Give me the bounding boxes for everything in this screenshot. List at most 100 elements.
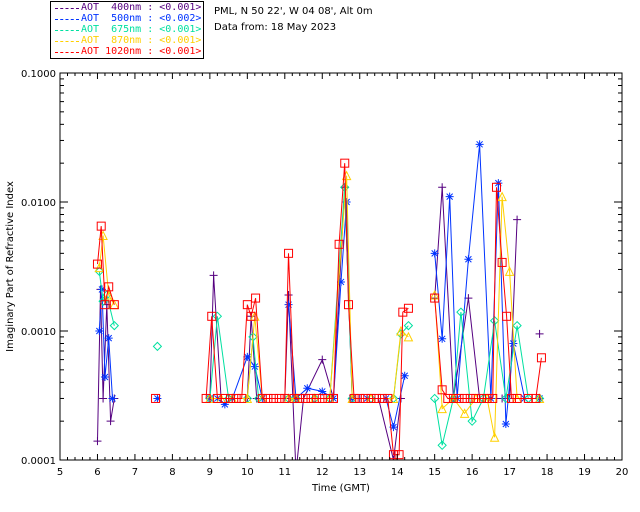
data-point [438,334,447,343]
data-point [289,393,299,403]
legend-swatch [55,41,79,42]
data-point [99,394,108,403]
y-tick-label: 0.0001 [21,456,56,467]
data-point [104,282,114,292]
data-point [257,393,267,403]
data-point [489,316,500,326]
data-point [246,311,256,321]
data-point [109,300,119,310]
data-point [329,393,339,403]
data-point [312,393,322,403]
legend-entry: AOT 500nm : <0.002> [51,13,205,25]
data-point [437,385,447,395]
y-tick-label: 0.0010 [21,327,56,338]
legend-entry: AOT 870nm : <0.001> [51,35,205,47]
data-point [108,394,117,403]
data-point [531,393,541,403]
series-line [98,187,540,472]
data-point [95,327,104,335]
series-line [98,144,540,428]
legend-swatch [55,19,79,20]
data-point [403,320,414,331]
data-point [295,393,305,403]
data-point [243,352,252,361]
data-point [535,329,544,338]
data-point [220,400,229,409]
legend-entry: AOT 400nm : <0.001> [51,2,205,14]
data-point [355,393,365,403]
data-point [477,393,486,403]
data-point [212,393,222,403]
data-point [501,393,511,404]
data-point [506,393,516,403]
data-point [212,311,223,322]
data-point [201,393,211,403]
data-point [443,393,453,403]
data-point [459,408,470,418]
data-point [464,255,473,264]
data-point [454,393,464,403]
data-point [482,393,492,403]
data-point [98,230,108,240]
x-tick-label: 16 [466,467,479,478]
x-tick-label: 10 [241,467,254,478]
data-point [377,393,387,403]
data-point [502,311,512,321]
data-point [438,183,447,192]
x-axis-label: Time (GMT) [311,483,370,494]
data-point [501,420,510,429]
data-point [456,307,466,317]
data-point [536,353,546,363]
data-point [389,423,398,432]
data-point [104,334,113,343]
data-point [429,393,440,404]
data-point [491,182,501,192]
data-date: Data from: 18 May 2023 [214,22,337,33]
data-point [430,249,439,258]
data-point [383,393,393,403]
data-point [403,303,413,313]
y-tick-label: 0.1000 [21,69,56,80]
data-point [465,393,475,403]
data-point [251,293,261,303]
data-point [318,387,327,396]
legend-entry: AOT 1020nm : <0.001> [51,46,205,58]
series-line [97,163,542,456]
data-point [340,158,350,168]
data-point [100,300,110,310]
data-point [342,198,351,206]
data-point [237,393,247,403]
data-point [475,140,484,149]
x-tick-label: 12 [316,467,329,478]
series-aot-870nm [94,170,545,442]
x-tick-label: 15 [428,467,441,478]
data-point [504,266,515,276]
legend-entry: AOT 675nm : <0.001> [51,24,205,36]
series-aot-400nm [93,183,544,472]
data-point [349,393,359,403]
data-point [389,456,398,460]
data-point [403,331,414,342]
data-point [467,416,477,426]
data-point [437,440,447,451]
data-point [231,393,241,403]
axis-layer: 5 6 7 8 9 10 11 12 13 14 15 16 17 18 19 20 0.0001 0.0010 0… [5,69,628,494]
data-point [318,355,327,364]
x-tick-label: 14 [391,467,404,478]
data-point [509,339,518,348]
data-point [337,277,345,286]
data-point [106,417,115,426]
data-point [109,320,120,331]
legend-label: AOT 500nm : <0.002> [81,13,202,24]
data-point [497,257,507,267]
data-point [151,393,161,403]
series-aot-500nm [95,140,544,432]
legend-swatch [55,8,79,9]
data-point [269,393,279,403]
data-point [513,215,522,224]
data-point [96,221,106,231]
data-point [360,393,370,403]
x-tick-label: 17 [503,467,516,478]
data-point [430,293,440,303]
site-location: PML, N 50 22', W 04 08', Alt 0m [214,6,373,17]
